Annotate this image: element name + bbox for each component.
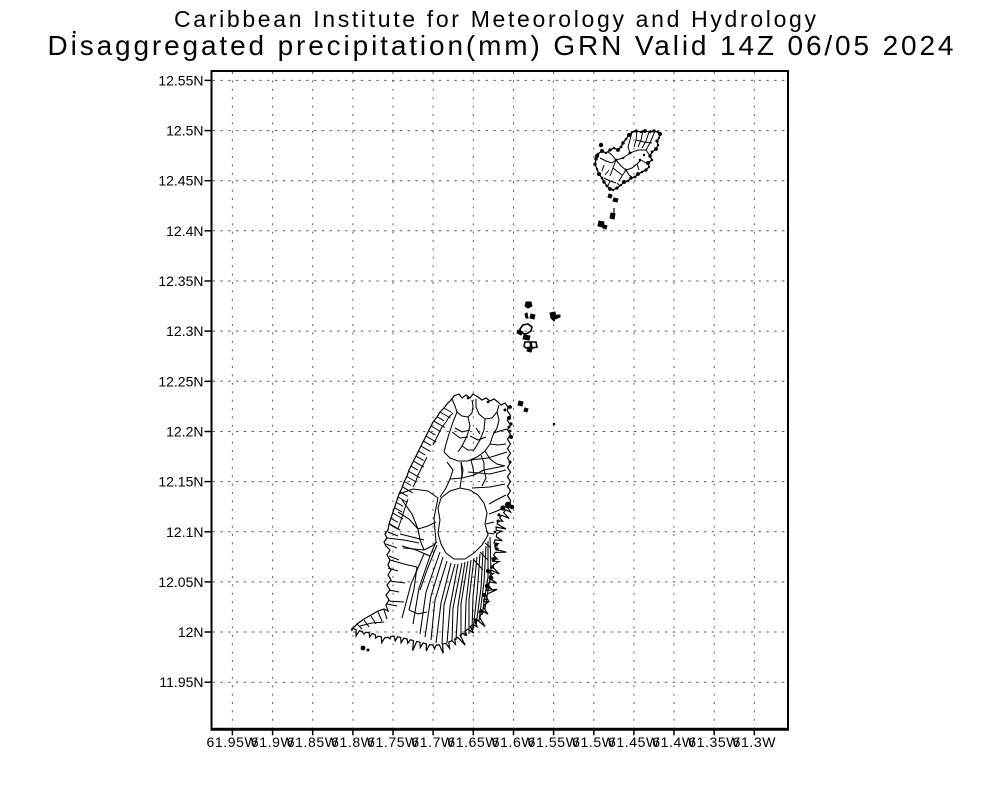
svg-text:61.6W: 61.6W (492, 734, 536, 750)
svg-text:12.5N: 12.5N (166, 123, 203, 139)
svg-text:12.45N: 12.45N (158, 173, 203, 189)
svg-text:Caribbean Institute for Meteor: Caribbean Institute for Meteorology and … (174, 6, 817, 32)
svg-text:Disaggregated precipitation(mm: Disaggregated precipitation(mm) GRN Vali… (48, 30, 954, 61)
svg-text:61.4W: 61.4W (652, 734, 696, 750)
svg-text:61.55W: 61.55W (528, 734, 580, 750)
svg-text:12.2N: 12.2N (166, 424, 203, 440)
svg-text:12N: 12N (178, 624, 204, 640)
svg-text:61.5W: 61.5W (572, 734, 616, 750)
svg-text:12.4N: 12.4N (166, 223, 203, 239)
svg-text:12.15N: 12.15N (158, 474, 203, 490)
svg-text:61.3W: 61.3W (733, 734, 777, 750)
svg-text:61.65W: 61.65W (447, 734, 499, 750)
svg-text:61.7W: 61.7W (411, 734, 455, 750)
svg-text:61.45W: 61.45W (608, 734, 660, 750)
svg-text:61.9W: 61.9W (251, 734, 295, 750)
svg-text:61.95W: 61.95W (206, 734, 258, 750)
svg-text:12.25N: 12.25N (158, 373, 203, 389)
svg-text:61.35W: 61.35W (688, 734, 740, 750)
svg-text:12.55N: 12.55N (158, 72, 203, 88)
svg-text:12.05N: 12.05N (158, 574, 203, 590)
svg-text:61.85W: 61.85W (287, 734, 339, 750)
svg-text:61.8W: 61.8W (331, 734, 375, 750)
svg-text:11.95N: 11.95N (159, 674, 203, 690)
svg-text:12.3N: 12.3N (166, 323, 203, 339)
svg-text:61.75W: 61.75W (367, 734, 419, 750)
svg-text:12.35N: 12.35N (158, 273, 203, 289)
svg-text:12.1N: 12.1N (166, 524, 203, 540)
